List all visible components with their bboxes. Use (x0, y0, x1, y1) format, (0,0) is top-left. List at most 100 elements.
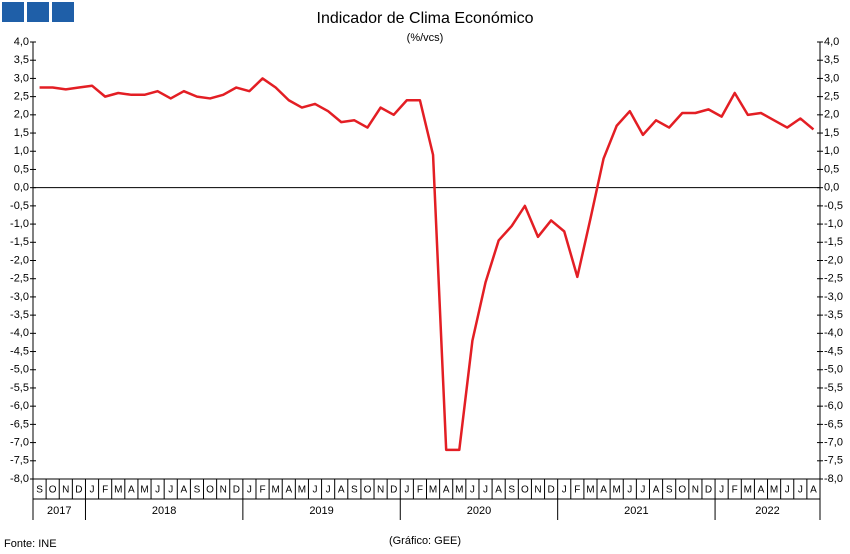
y2-tick-label: -4,0 (824, 327, 843, 339)
year-label: 2022 (755, 505, 779, 517)
x-tick-label: M (298, 485, 306, 496)
x-tick-label: M (140, 485, 148, 496)
x-tick-label: M (586, 485, 594, 496)
y2-tick-label: -5,0 (824, 364, 843, 376)
x-tick-label: J (155, 485, 160, 496)
x-tick-label: A (810, 485, 817, 496)
y2-tick-label: 3,0 (824, 72, 839, 84)
y2-tick-label: 3,5 (824, 54, 839, 66)
y-tick-label: -6,0 (10, 400, 29, 412)
y-tick-label: -7,5 (10, 455, 29, 467)
x-tick-label: N (220, 485, 227, 496)
y-tick-label: 2,5 (14, 91, 29, 103)
chart-title: Indicador de Clima Económico (317, 10, 534, 27)
year-label: 2020 (467, 505, 491, 517)
x-tick-label: M (613, 485, 621, 496)
x-tick-label: N (534, 485, 541, 496)
y-tick-label: 3,0 (14, 72, 29, 84)
x-tick-label: O (521, 485, 529, 496)
y-tick-label: -3,5 (10, 309, 29, 321)
y2-tick-label: -2,0 (824, 254, 843, 266)
x-tick-label: A (181, 485, 188, 496)
x-tick-label: S (666, 485, 673, 496)
y-tick-label: 4,0 (14, 36, 29, 48)
y2-tick-label: -0,5 (824, 200, 843, 212)
x-tick-label: O (678, 485, 686, 496)
y-tick-label: -4,5 (10, 345, 29, 357)
logo-square (52, 2, 74, 22)
x-tick-label: A (495, 485, 502, 496)
x-tick-label: J (627, 485, 632, 496)
x-tick-label: J (640, 485, 645, 496)
y2-tick-label: -2,5 (824, 273, 843, 285)
y2-tick-label: 0,5 (824, 163, 839, 175)
y2-tick-label: -5,5 (824, 382, 843, 394)
x-tick-label: M (770, 485, 778, 496)
data-line (39, 77, 815, 452)
x-tick-label: M (455, 485, 463, 496)
x-tick-label: J (404, 485, 409, 496)
x-tick-label: M (271, 485, 279, 496)
x-tick-label: D (233, 485, 240, 496)
x-tick-label: F (102, 485, 108, 496)
x-tick-label: F (259, 485, 265, 496)
x-tick-label: M (429, 485, 437, 496)
y-tick-label: -7,0 (10, 436, 29, 448)
x-tick-label: J (470, 485, 475, 496)
y2-tick-label: -7,5 (824, 455, 843, 467)
y-tick-label: -2,0 (10, 254, 29, 266)
y-tick-label: 3,5 (14, 54, 29, 66)
x-tick-label: A (653, 485, 660, 496)
x-tick-label: O (206, 485, 214, 496)
y-tick-label: 2,0 (14, 109, 29, 121)
year-label: 2017 (47, 505, 71, 517)
x-tick-label: A (338, 485, 345, 496)
y-tick-label: -0,5 (10, 200, 29, 212)
y-tick-label: -5,5 (10, 382, 29, 394)
x-tick-label: J (562, 485, 567, 496)
y-tick-label: -4,0 (10, 327, 29, 339)
y2-tick-label: 2,0 (824, 109, 839, 121)
y2-tick-label: 0,0 (824, 182, 839, 194)
y-tick-label: -6,5 (10, 418, 29, 430)
y-tick-label: 1,5 (14, 127, 29, 139)
x-tick-label: S (351, 485, 358, 496)
x-tick-label: A (128, 485, 135, 496)
y-tick-label: -2,5 (10, 273, 29, 285)
x-tick-label: J (798, 485, 803, 496)
x-tick-label: N (62, 485, 69, 496)
x-tick-label: J (168, 485, 173, 496)
y2-tick-label: 1,5 (824, 127, 839, 139)
x-tick-label: J (483, 485, 488, 496)
year-label: 2019 (309, 505, 333, 517)
x-tick-label: A (443, 485, 450, 496)
note: (Gráfico: GEE) (389, 535, 461, 547)
x-tick-label: F (732, 485, 738, 496)
y2-tick-label: -3,0 (824, 291, 843, 303)
x-tick-label: M (114, 485, 122, 496)
x-tick-label: O (364, 485, 372, 496)
x-tick-label: J (785, 485, 790, 496)
logo-square (27, 2, 49, 22)
x-tick-label: D (390, 485, 397, 496)
x-tick-label: S (508, 485, 515, 496)
y2-tick-label: -3,5 (824, 309, 843, 321)
y-tick-label: -8,0 (10, 473, 29, 485)
x-tick-label: A (758, 485, 765, 496)
x-tick-label: O (49, 485, 57, 496)
x-tick-label: J (247, 485, 252, 496)
x-tick-label: J (326, 485, 331, 496)
year-label: 2021 (624, 505, 648, 517)
y2-tick-label: -7,0 (824, 436, 843, 448)
x-tick-label: J (90, 485, 95, 496)
x-tick-label: A (600, 485, 607, 496)
x-tick-label: F (417, 485, 423, 496)
x-tick-label: F (574, 485, 580, 496)
x-tick-label: J (719, 485, 724, 496)
logo-square (2, 2, 24, 22)
x-tick-label: A (285, 485, 292, 496)
y2-tick-label: -6,5 (824, 418, 843, 430)
y2-tick-label: 4,0 (824, 36, 839, 48)
x-tick-label: S (194, 485, 201, 496)
